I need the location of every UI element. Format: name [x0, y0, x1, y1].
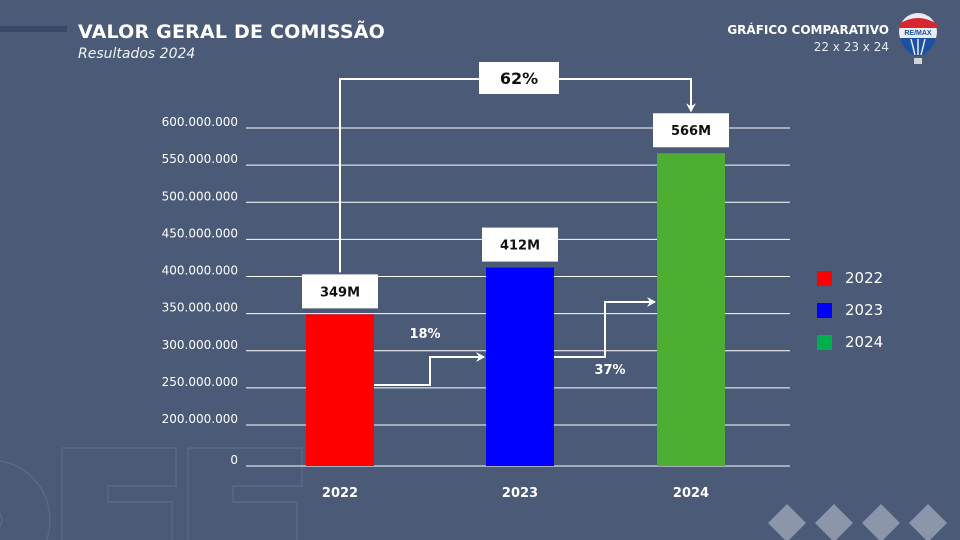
- growth-label: 18%: [409, 327, 440, 342]
- y-tick-label: 500.000.000: [162, 189, 238, 203]
- comparative-title: GRÁFICO COMPARATIVO: [727, 23, 889, 37]
- decorative-diamonds: [768, 504, 947, 540]
- total-growth-box: [479, 62, 559, 94]
- legend-label: 2023: [845, 301, 884, 319]
- watermark-letters: [0, 447, 303, 540]
- y-tick-label: 250.000.000: [162, 375, 238, 389]
- y-tick-label: 350.000.000: [162, 301, 238, 315]
- diamond-shape: [768, 504, 806, 540]
- logo-text: RE/MAX: [904, 30, 932, 37]
- page-title: VALOR GERAL DE COMISSÃO: [78, 21, 385, 43]
- page-subtitle: Resultados 2024: [78, 46, 196, 62]
- legend-swatch-2024: [817, 334, 832, 350]
- y-tick-label: 600.000.000: [162, 115, 238, 129]
- data-labels: 349M 412M 566M: [302, 113, 729, 309]
- legend-label: 2022: [845, 269, 884, 287]
- y-tick-label: 0: [230, 453, 238, 467]
- data-label: 566M: [671, 124, 711, 139]
- x-tick-label: 2024: [673, 486, 709, 501]
- arrow-2023-2024: [554, 297, 656, 358]
- x-axis-ticks: 2022 2023 2024: [322, 486, 709, 501]
- arrow-2022-2023: [374, 352, 485, 386]
- y-tick-label: 200.000.000: [162, 412, 238, 426]
- x-tick-label: 2022: [322, 486, 358, 501]
- legend-swatch-2023: [817, 302, 832, 318]
- y-tick-label: 300.000.000: [162, 338, 238, 352]
- bar-2024: [657, 153, 725, 466]
- growth-arrows: 18% 37% 62%: [339, 62, 696, 386]
- bars: [306, 153, 725, 466]
- data-label-box: [482, 227, 558, 262]
- diamond-shape: [909, 504, 947, 540]
- data-label-box: [302, 274, 378, 309]
- y-tick-label: 550.000.000: [162, 152, 238, 166]
- total-growth-label: 62%: [500, 69, 538, 88]
- data-label: 412M: [500, 239, 540, 254]
- legend-label: 2024: [845, 333, 884, 351]
- diamond-shape: [815, 504, 853, 540]
- y-tick-label: 450.000.000: [162, 226, 238, 240]
- y-tick-label: 400.000.000: [162, 264, 238, 278]
- bar-2023: [486, 267, 554, 466]
- data-label: 349M: [320, 285, 360, 300]
- comparative-subtitle: 22 x 23 x 24: [813, 40, 889, 54]
- y-axis-ticks: 0 200.000.000 250.000.000 300.000.000 350.00…: [162, 115, 238, 467]
- x-tick-label: 2023: [502, 486, 538, 501]
- diamond-shape: [862, 504, 900, 540]
- legend-swatch-2022: [817, 270, 832, 286]
- growth-label: 37%: [594, 363, 625, 378]
- remax-balloon-icon: RE/MAX: [899, 13, 937, 64]
- legend-item-2023: 2023: [817, 294, 883, 326]
- legend-item-2022: 2022: [817, 262, 883, 294]
- accent-bar: [0, 26, 67, 32]
- bar-2022: [306, 314, 374, 466]
- chart-legend: 2022 2023 2024: [817, 262, 883, 358]
- data-label-box: [653, 113, 729, 148]
- legend-item-2024: 2024: [817, 326, 883, 358]
